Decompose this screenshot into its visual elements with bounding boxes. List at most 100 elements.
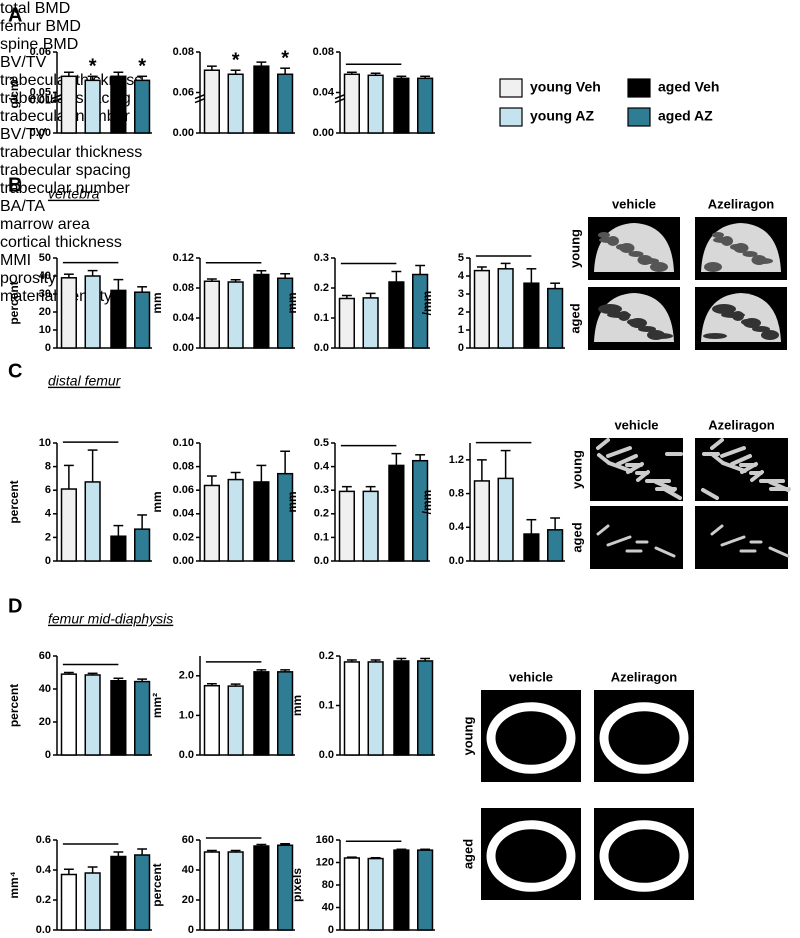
marrow-space [712, 232, 724, 238]
trabecular-strut [720, 535, 746, 547]
image-column-label: Azeliragon [708, 196, 775, 211]
y-tick-label: 2.0 [179, 670, 194, 682]
chart-title: BV/TV [0, 126, 47, 143]
chart-title: BV/TV [0, 54, 47, 71]
marrow-space [704, 262, 722, 272]
y-tick-label: 0.0 [319, 749, 334, 761]
panel-letter: B [8, 174, 22, 196]
trabecular-strut [710, 524, 724, 536]
y-tick-label: 0.1 [314, 312, 329, 324]
image-row-label: aged [460, 839, 475, 869]
chart-title: marrow area [0, 216, 90, 233]
bar [110, 855, 127, 931]
y-tick-label: 0 [188, 924, 194, 936]
y-tick-label: 0 [328, 924, 334, 936]
bar [338, 297, 355, 349]
bar [253, 481, 270, 562]
y-tick-label: 160 [316, 834, 334, 846]
marrow-space [598, 232, 610, 238]
image-column-label: Azeliragon [611, 669, 678, 684]
y-tick-label: 0.05 [30, 86, 51, 98]
bar [84, 79, 101, 134]
y-axis-label: /mm [420, 490, 434, 515]
bar [393, 849, 410, 931]
bar [497, 268, 514, 349]
y-tick-label: 0.01 [30, 95, 51, 107]
trabecular-strut [750, 470, 764, 482]
cortical-ring [599, 702, 689, 774]
legend-label: young Veh [530, 79, 601, 95]
significance-star: * [138, 56, 146, 78]
bar [412, 273, 429, 349]
bar [417, 660, 434, 756]
legend-label: aged AZ [658, 108, 713, 124]
y-tick-label: 0.00 [173, 342, 194, 354]
y-tick-label: 1.0 [179, 709, 194, 721]
bar [227, 281, 244, 349]
chart-title: total BMD [0, 0, 71, 17]
y-tick-label: 0.4 [314, 461, 330, 473]
trabecular-strut [607, 461, 633, 473]
trabecular-strut [606, 535, 632, 547]
image-column-label: vehicle [614, 417, 658, 432]
y-tick-label: 0.2 [36, 894, 51, 906]
y-axis-label: mm [285, 491, 299, 512]
trabecular-strut [711, 453, 725, 465]
chart-title: spine BMD [0, 36, 79, 53]
y-tick-label: 0 [458, 342, 464, 354]
trabecular-strut [664, 488, 682, 500]
y-tick-label: 4 [45, 508, 52, 520]
trabecular-strut [721, 461, 747, 473]
bar [343, 73, 360, 134]
bar [60, 873, 77, 931]
y-tick-label: 120 [316, 856, 334, 868]
marrow-space [741, 319, 753, 325]
y-tick-label: 0.00 [313, 127, 334, 139]
y-tick-label: 20 [39, 306, 51, 318]
y-tick-label: 2 [458, 306, 464, 318]
bar [134, 528, 151, 562]
legend-swatch [627, 107, 651, 127]
cortical-ring [486, 702, 576, 774]
bar [110, 680, 127, 756]
legend-swatch [499, 107, 523, 127]
trabecular-strut [616, 454, 638, 466]
y-tick-label: 40 [39, 683, 51, 695]
bar [60, 488, 77, 562]
chart-title: trabecular thickness [0, 144, 143, 161]
y-tick-label: 1.2 [449, 454, 464, 466]
y-tick-label: 0.0 [449, 555, 464, 567]
trabecular-strut [768, 546, 790, 558]
bar [412, 459, 429, 562]
marrow-space [742, 251, 758, 257]
bar [277, 844, 294, 931]
y-tick-label: 1 [458, 324, 464, 336]
bar [134, 854, 151, 931]
chart-title: femur BMD [0, 18, 81, 35]
bar [227, 851, 244, 931]
bar [253, 65, 270, 134]
y-tick-label: 20 [182, 894, 194, 906]
y-tick-label: 3 [458, 288, 464, 300]
marrow-space [703, 333, 727, 339]
y-tick-label: 0.00 [30, 127, 51, 139]
y-tick-label: 30 [39, 288, 51, 300]
trabecular-strut [701, 488, 719, 500]
bar [84, 275, 101, 349]
trabecular-strut [636, 470, 650, 482]
legend-label: young AZ [530, 108, 594, 124]
marrow-space [751, 255, 767, 265]
marrow-space [730, 244, 742, 250]
y-tick-label: 60 [182, 834, 194, 846]
y-tick-label: 0.3 [314, 252, 329, 264]
y-tick-label: 0.10 [173, 437, 194, 449]
bar [362, 490, 379, 562]
bar [277, 671, 294, 756]
y-tick-label: 0.06 [173, 484, 194, 496]
y-tick-label: 0.6 [36, 834, 51, 846]
y-tick-label: 60 [39, 650, 51, 662]
y-axis-label: mm [285, 292, 299, 313]
y-axis-label: pixels [290, 868, 304, 902]
